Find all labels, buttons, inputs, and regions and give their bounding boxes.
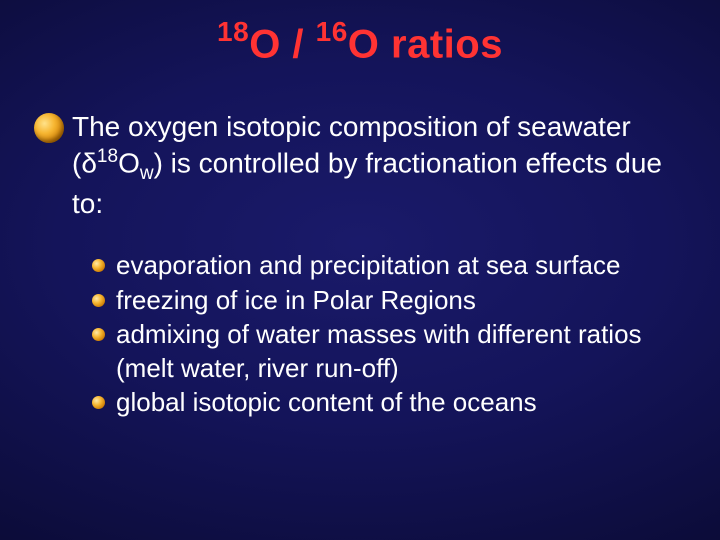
bullet-marker-icon [92, 396, 105, 409]
main-bullet: The oxygen isotopic composition of seawa… [34, 109, 686, 222]
bullet-marker-icon [92, 259, 105, 272]
main-sub: w [140, 163, 154, 184]
bullet-marker-icon [34, 113, 64, 143]
sub-bullet: global isotopic content of the oceans [92, 385, 686, 419]
main-bullet-text: The oxygen isotopic composition of seawa… [72, 109, 686, 222]
bullet-marker-icon [92, 294, 105, 307]
title-o1: O / [249, 22, 315, 66]
sub-bullet-list: evaporation and precipitation at sea sur… [92, 248, 686, 420]
sub-bullet-text: admixing of water masses with different … [116, 317, 686, 386]
sub-bullet-text: freezing of ice in Polar Regions [116, 283, 476, 317]
main-sup: 18 [97, 146, 118, 167]
sub-bullet-text: evaporation and precipitation at sea sur… [116, 248, 620, 282]
sub-bullet: freezing of ice in Polar Regions [92, 283, 686, 317]
main-post: ) is controlled by fractionation effects… [72, 147, 662, 219]
slide-title: 18O / 16O ratios [34, 18, 686, 67]
sub-bullet: admixing of water masses with different … [92, 317, 686, 386]
title-o2: O ratios [348, 22, 503, 66]
sub-bullet: evaporation and precipitation at sea sur… [92, 248, 686, 282]
main-delta: δ [81, 147, 97, 178]
title-sup-16: 16 [316, 16, 348, 47]
title-sup-18: 18 [217, 16, 249, 47]
sub-bullet-text: global isotopic content of the oceans [116, 385, 537, 419]
bullet-marker-icon [92, 328, 105, 341]
main-o: O [118, 147, 140, 178]
